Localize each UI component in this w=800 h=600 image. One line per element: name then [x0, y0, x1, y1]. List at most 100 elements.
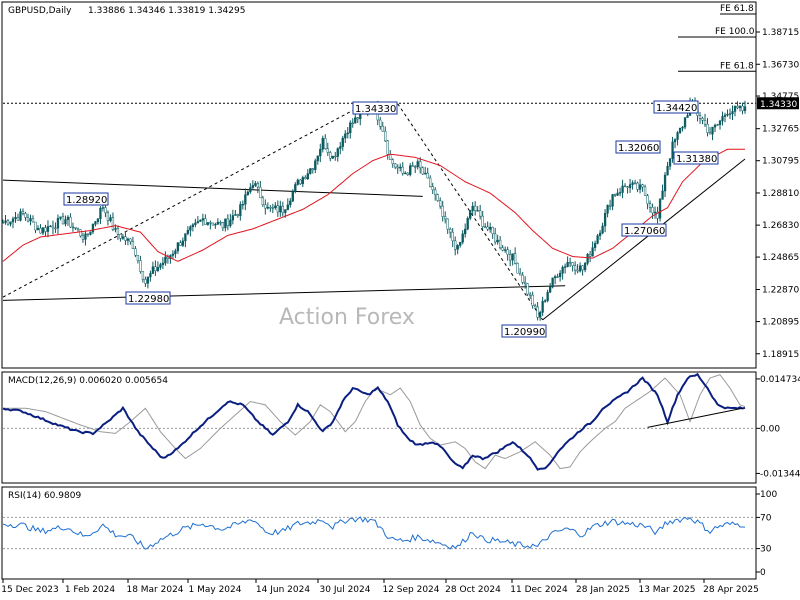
candle-body [151, 266, 155, 274]
candle-body [321, 138, 324, 150]
trendline-sup1[interactable] [2, 285, 566, 301]
candle-body [46, 226, 50, 232]
candle-body [506, 249, 509, 255]
candle-body [416, 161, 419, 168]
candle-body [236, 214, 239, 216]
price-label-box [352, 101, 398, 115]
candle-body [546, 291, 549, 301]
candle-body [221, 222, 225, 229]
candle-body [514, 253, 517, 264]
candle-body [204, 218, 207, 225]
candle-body [726, 114, 729, 116]
candle-body [326, 148, 329, 153]
candle-body [431, 186, 434, 191]
candle-body [578, 265, 582, 272]
chart-symbol: GBPUSD,Daily [8, 6, 72, 16]
candle-body [426, 172, 429, 179]
candle-body [558, 272, 562, 278]
candle-body [101, 207, 105, 209]
candle-body [401, 166, 404, 174]
rsi-tick-label: 70 [760, 513, 772, 523]
date-tick-label: 30 Jul 2024 [320, 585, 371, 595]
candle-body [276, 205, 279, 213]
trendline-sup2[interactable] [542, 158, 746, 321]
candle-body [531, 294, 534, 306]
trendline-dash-down[interactable] [397, 103, 544, 321]
candle-body [201, 218, 205, 221]
candle-body [231, 215, 234, 221]
candle-body [643, 186, 647, 196]
candle-body [241, 204, 244, 206]
candle-body [434, 189, 437, 195]
candle-body [496, 239, 499, 243]
candle-body [469, 210, 472, 219]
candle-body [459, 241, 462, 246]
candle-body [339, 146, 342, 149]
candle-body [186, 230, 190, 234]
candle-body [618, 192, 622, 194]
candle-body [571, 262, 574, 266]
candle-body [234, 214, 237, 216]
candle-body [384, 130, 387, 142]
candle-body [116, 228, 120, 235]
price-tick-label: 1.24865 [762, 253, 799, 263]
candle-body [144, 279, 147, 284]
candle-body [256, 183, 259, 188]
candle-body [1, 222, 5, 224]
candle-body [196, 221, 200, 224]
rsi-tick-label: 100 [760, 490, 777, 500]
rsi-tick-label: 0 [760, 568, 766, 578]
price-label-box [125, 291, 171, 305]
candle-body [476, 210, 479, 212]
candle-body [184, 233, 187, 242]
candle-body [61, 216, 65, 225]
candle-body [429, 177, 432, 187]
price-label-box [653, 100, 699, 114]
candle-body [4, 220, 7, 223]
candle-body [598, 232, 602, 236]
candle-body [59, 216, 62, 219]
candle-body [309, 168, 312, 174]
candle-body [628, 184, 632, 188]
candle-body [49, 225, 52, 228]
candle-body [548, 286, 552, 293]
candle-body [386, 140, 389, 155]
candle-body [523, 282, 527, 285]
candle-body [39, 227, 42, 234]
trendline-res1[interactable] [2, 179, 423, 197]
candle-body [246, 191, 249, 195]
candle-body [736, 105, 739, 109]
candle-body [84, 233, 87, 240]
candle-body [446, 218, 449, 230]
price-tick-label: 1.38715 [762, 28, 799, 38]
candle-body [74, 226, 77, 229]
candle-body [316, 155, 319, 162]
candle-body [568, 262, 572, 264]
date-tick-label: 15 Dec 2023 [1, 585, 59, 595]
price-tick-label: 1.32765 [762, 125, 799, 135]
candle-body [611, 194, 614, 207]
candle-body [379, 119, 382, 127]
candle-body [509, 254, 512, 261]
candle-body [86, 233, 90, 235]
candle-body [636, 182, 639, 190]
candle-body [164, 256, 167, 264]
price-label: 1.32060 [618, 143, 659, 154]
candle-body [71, 226, 75, 229]
macd-trendline[interactable] [647, 407, 743, 428]
candle-body [136, 255, 140, 261]
fib-level-label: FE 61.8 [720, 61, 754, 71]
trendline-dash-up[interactable] [2, 103, 366, 298]
candle-body [356, 117, 359, 120]
moving-average-line [2, 148, 745, 262]
candle-body [66, 216, 70, 220]
candle-body [299, 179, 302, 185]
price-tick-label: 1.18915 [762, 350, 799, 360]
candle-body [329, 152, 332, 159]
candle-body [404, 172, 407, 175]
candle-body [499, 239, 502, 249]
candle-body [239, 204, 242, 216]
candle-body [354, 117, 357, 124]
candle-body [266, 207, 269, 209]
